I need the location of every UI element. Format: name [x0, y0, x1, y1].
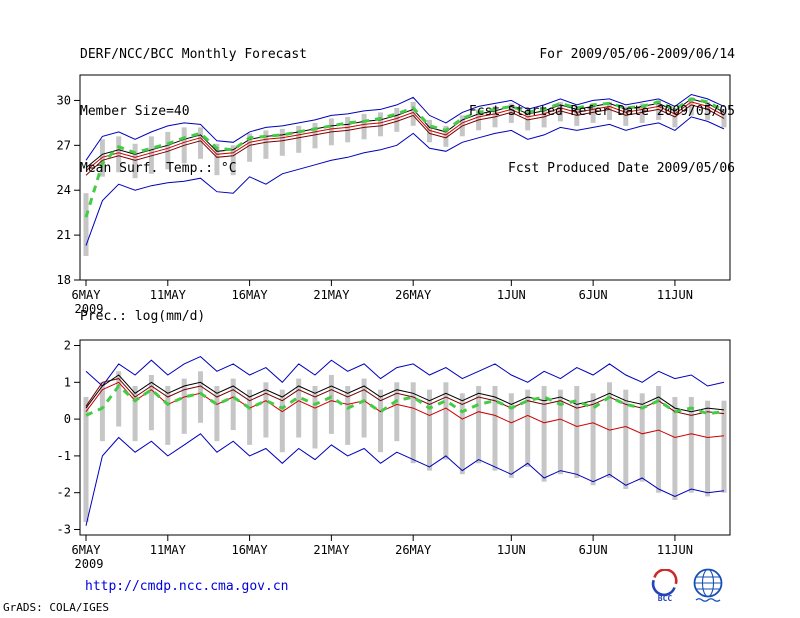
svg-text:1JUN: 1JUN [497, 543, 526, 557]
bcc-logo-icon: BCC [651, 569, 678, 603]
svg-text:6MAY: 6MAY [72, 543, 102, 557]
svg-text:11JUN: 11JUN [657, 288, 693, 302]
svg-text:21MAY: 21MAY [313, 288, 350, 302]
svg-text:21: 21 [57, 228, 71, 242]
svg-text:26MAY: 26MAY [395, 543, 432, 557]
temp-panel-title: Mean Surf. Temp.: °C [80, 161, 237, 176]
forecast-range-label: For 2009/05/06-2009/06/14 [539, 47, 735, 62]
bcc-logo-label: BCC [658, 594, 673, 603]
svg-text:11JUN: 11JUN [657, 543, 693, 557]
svg-text:30: 30 [57, 93, 71, 107]
svg-text:21MAY: 21MAY [313, 543, 350, 557]
svg-text:-2: -2 [57, 486, 71, 500]
website-url-link[interactable]: http://cmdp.ncc.cma.gov.cn [85, 579, 289, 594]
header-left: DERF/NCC/BCC Monthly Forecast Member Siz… [80, 7, 307, 197]
fcst-started-label: Fcst Started Refer Date 2009/05/05 [468, 104, 735, 119]
svg-text:0: 0 [64, 412, 71, 426]
svg-text:24: 24 [57, 183, 71, 197]
svg-text:1: 1 [64, 375, 71, 389]
prec-panel-title: Prec.: log(mm/d) [80, 309, 206, 324]
svg-text:2009: 2009 [75, 302, 104, 316]
svg-text:-3: -3 [57, 522, 71, 536]
ncc-logo-icon [693, 568, 723, 602]
svg-text:11MAY: 11MAY [150, 288, 187, 302]
svg-text:6MAY: 6MAY [72, 288, 102, 302]
svg-text:26MAY: 26MAY [395, 288, 432, 302]
svg-text:2: 2 [64, 339, 71, 353]
svg-text:16MAY: 16MAY [232, 543, 269, 557]
svg-text:11MAY: 11MAY [150, 543, 187, 557]
grads-credit-label: GrADS: COLA/IGES [3, 601, 109, 614]
member-size-label: Member Size=40 [80, 104, 190, 119]
svg-text:18: 18 [57, 273, 71, 287]
page-title: DERF/NCC/BCC Monthly Forecast [80, 47, 307, 62]
svg-text:6JUN: 6JUN [579, 543, 608, 557]
header-right: For 2009/05/06-2009/06/14 Fcst Started R… [469, 7, 735, 197]
svg-text:2009: 2009 [75, 557, 104, 571]
svg-text:27: 27 [57, 138, 71, 152]
svg-text:-1: -1 [57, 449, 71, 463]
svg-text:1JUN: 1JUN [497, 288, 526, 302]
svg-text:6JUN: 6JUN [579, 288, 608, 302]
svg-text:16MAY: 16MAY [232, 288, 269, 302]
fcst-produced-label: Fcst Produced Date 2009/05/06 [508, 161, 735, 176]
